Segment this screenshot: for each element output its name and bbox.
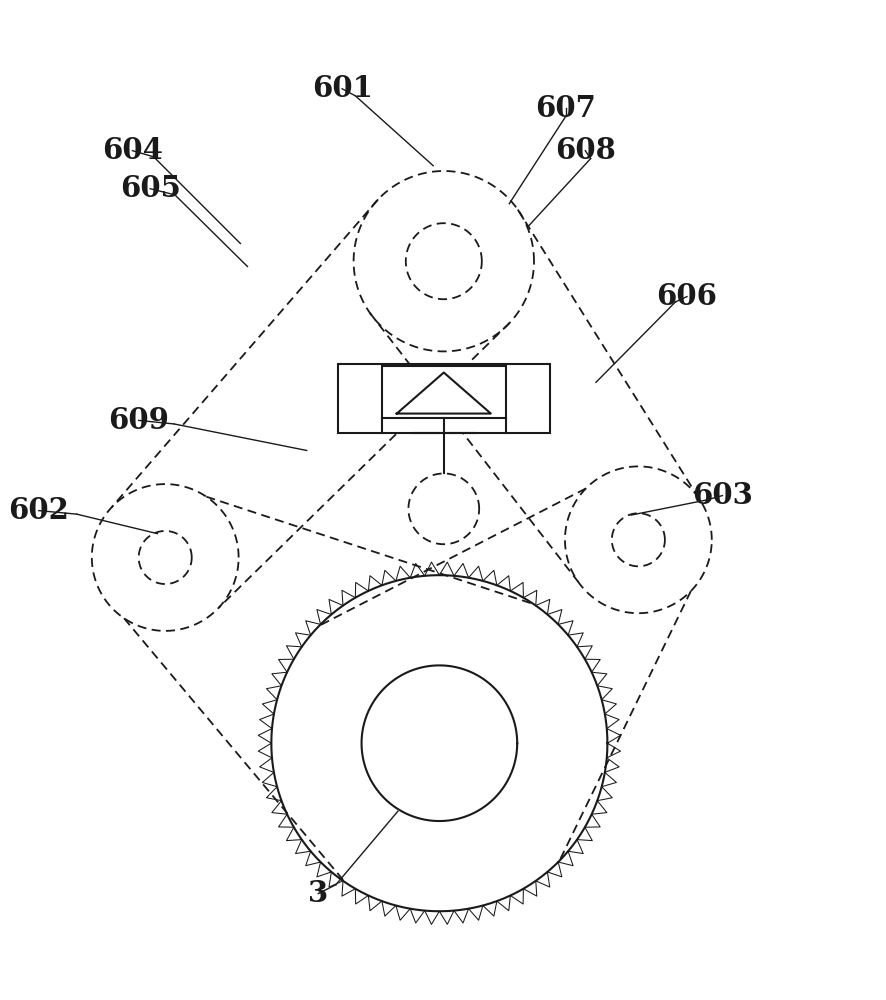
Text: 602: 602 (8, 496, 69, 525)
Text: 605: 605 (120, 174, 181, 203)
Text: 603: 603 (692, 481, 753, 510)
Text: 3: 3 (308, 879, 329, 908)
Text: 601: 601 (312, 74, 372, 103)
Text: 609: 609 (108, 406, 169, 435)
Bar (382, 366, 506, 418)
Text: 604: 604 (102, 136, 163, 165)
Text: 608: 608 (555, 136, 616, 165)
Text: 606: 606 (657, 282, 718, 311)
Bar (338, 364, 550, 433)
Text: 607: 607 (535, 94, 596, 123)
